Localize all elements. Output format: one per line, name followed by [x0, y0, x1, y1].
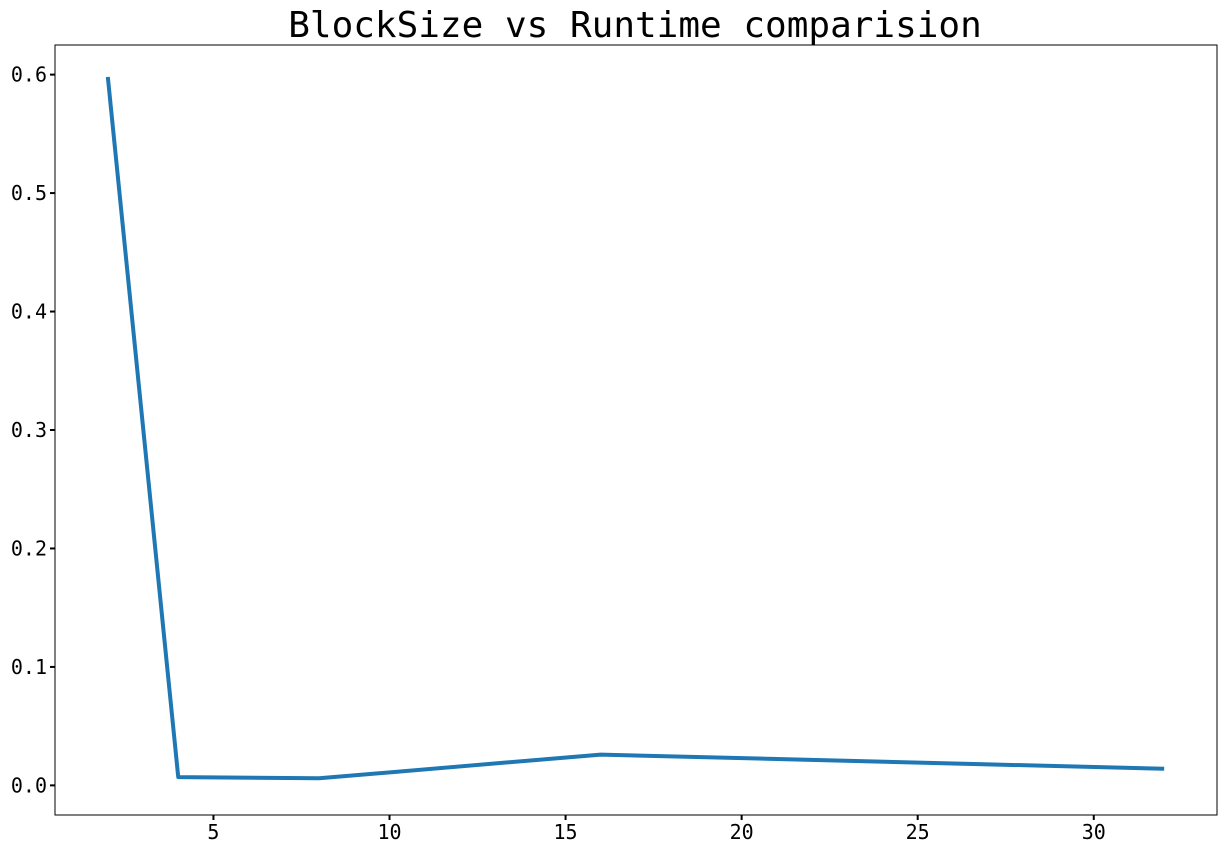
- y-axis: 0.0 0.1 0.2 0.3 0.4 0.5 0.6: [11, 63, 55, 797]
- series-layer: [105, 76, 1165, 781]
- y-tick-label: 0.4: [11, 300, 47, 324]
- x-tick-label: 5: [207, 820, 219, 844]
- y-tick-label: 0.2: [11, 536, 47, 560]
- x-tick-label: 10: [377, 820, 401, 844]
- chart-title: BlockSize vs Runtime comparision: [288, 5, 982, 46]
- x-tick-label: 30: [1082, 820, 1106, 844]
- y-tick-label: 0.0: [11, 773, 47, 797]
- y-tick-label: 0.3: [11, 418, 47, 442]
- x-tick-label: 25: [906, 820, 930, 844]
- x-tick-label: 20: [730, 820, 754, 844]
- y-tick-label: 0.5: [11, 181, 47, 205]
- y-tick-label: 0.6: [11, 63, 47, 87]
- x-tick-label: 15: [554, 820, 578, 844]
- y-tick-label: 0.1: [11, 655, 47, 679]
- plot-area-frame: [54, 44, 1218, 816]
- x-axis: 5 10 15 20 25 30: [207, 815, 1106, 844]
- series-line: [105, 76, 1165, 781]
